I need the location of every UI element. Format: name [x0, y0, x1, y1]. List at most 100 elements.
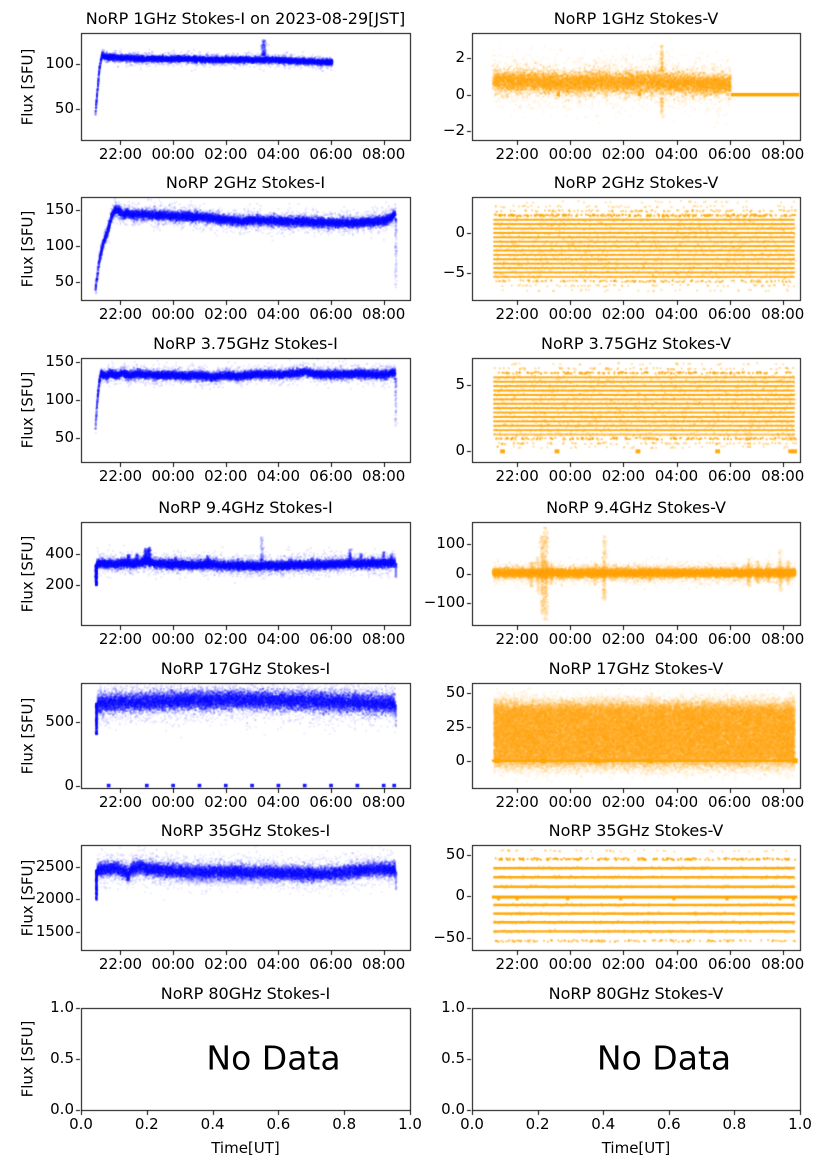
panel-2-xtick-3: 04:00 — [256, 305, 301, 323]
panel-9-xtick-3: 04:00 — [654, 793, 699, 811]
panel-12-xtick-1: 0.2 — [134, 1115, 159, 1133]
y-axis-label-text: Flux [SFU] — [18, 48, 36, 125]
panel-2-ytick-1: 100 — [45, 235, 74, 254]
panel-12-xtick-5: 1.0 — [398, 1115, 422, 1133]
panel-6-xtick-5: 08:00 — [362, 630, 406, 648]
panel-5-ytick-1: 5 — [455, 374, 465, 393]
panel-13-xtick-4: 0.8 — [722, 1115, 747, 1133]
panel-3-xtick-1: 00:00 — [548, 305, 592, 323]
panel-9-ytick-1: 25 — [445, 716, 465, 735]
panel-5-xtick-1: 00:00 — [548, 467, 592, 485]
panel-11-xtick-1: 00:00 — [548, 955, 592, 973]
panel-7-title: NoRP 9.4GHz Stokes-V — [546, 498, 726, 517]
y-axis-label-text: Flux [SFU] — [18, 697, 36, 774]
panel-0-xtick-0: 22:00 — [98, 145, 143, 163]
panel-12-ytick-0: 0.0 — [50, 1100, 74, 1118]
panel-3-ytick-1: −5 — [442, 262, 465, 281]
panel-8-ytick-0: 0 — [64, 776, 74, 795]
panel-9-title: NoRP 17GHz Stokes-V — [548, 659, 724, 678]
panel-13-xtick-2: 0.4 — [591, 1115, 616, 1133]
panel-11-ytick-2: 50 — [445, 844, 465, 863]
panel-4-xtick-4: 06:00 — [309, 467, 353, 485]
panel-7-xtick-3: 04:00 — [654, 630, 699, 648]
panel-10-ytick-2: 2500 — [35, 857, 74, 876]
y-axis-label-text: Flux [SFU] — [18, 371, 36, 449]
panel-4-xtick-5: 08:00 — [362, 467, 406, 485]
panel-1-ytick-2: 2 — [455, 48, 465, 67]
panel-1-ytick-1: 0 — [455, 84, 465, 103]
panel-12-xtick-2: 0.4 — [200, 1115, 225, 1133]
panel-8-ytick-1: 500 — [45, 711, 74, 730]
panel-11-xtick-2: 02:00 — [601, 955, 645, 973]
panel-7-xtick-5: 08:00 — [761, 630, 805, 648]
panel-9-xtick-2: 02:00 — [601, 793, 645, 811]
panel-9-xtick-4: 06:00 — [707, 793, 752, 811]
panel-0-xtick-2: 02:00 — [204, 145, 248, 163]
panel-9-ytick-0: 0 — [455, 750, 465, 769]
panel-12-x-axis-label: Time[UT] — [211, 1139, 280, 1157]
panel-9-xtick-0: 22:00 — [495, 793, 539, 811]
panel-10-y-axis-label: Flux [SFU] — [14, 845, 40, 950]
panel-1-title: NoRP 1GHz Stokes-V — [553, 9, 719, 28]
panel-7-xtick-1: 00:00 — [548, 630, 592, 648]
panel-5-xtick-3: 04:00 — [654, 467, 699, 485]
panel-10-xtick-1: 00:00 — [151, 955, 195, 973]
panel-13-xtick-1: 0.2 — [525, 1115, 550, 1133]
panel-1-xtick-2: 02:00 — [601, 145, 645, 163]
panel-12-ytick-1: 0.5 — [50, 1049, 74, 1067]
panel-10-ytick-0: 1500 — [35, 921, 74, 940]
panel-5-xtick-4: 06:00 — [707, 467, 752, 485]
panel-0-ytick-1: 100 — [45, 54, 74, 73]
panel-3-ytick-0: 0 — [455, 222, 465, 241]
panel-4-ytick-2: 150 — [45, 351, 74, 370]
panel-13-ytick-2: 1.0 — [441, 998, 465, 1016]
panel-10-xtick-4: 06:00 — [309, 955, 353, 973]
panel-8-xtick-5: 08:00 — [362, 793, 406, 811]
y-axis-label-text: Flux [SFU] — [18, 535, 36, 612]
panel-4-xtick-3: 04:00 — [256, 467, 301, 485]
panel-13-ytick-0: 0.0 — [441, 1100, 465, 1118]
panel-1-xtick-4: 06:00 — [707, 145, 752, 163]
panel-7-xtick-4: 06:00 — [707, 630, 752, 648]
panel-2-xtick-2: 02:00 — [204, 305, 248, 323]
panel-11-xtick-4: 06:00 — [707, 955, 752, 973]
panel-13-xtick-3: 0.6 — [656, 1115, 681, 1133]
panel-8-xtick-1: 00:00 — [151, 793, 195, 811]
panel-7-ytick-0: −100 — [423, 592, 465, 611]
panel-7-ytick-2: 100 — [436, 534, 465, 553]
panel-4-xtick-2: 02:00 — [204, 467, 248, 485]
panel-5-xtick-2: 02:00 — [601, 467, 645, 485]
panel-2-title: NoRP 2GHz Stokes-I — [165, 173, 326, 192]
panel-0-xtick-1: 00:00 — [151, 145, 195, 163]
panel-12-no-data: No Data — [206, 1038, 341, 1078]
panel-12-xtick-3: 0.6 — [266, 1115, 291, 1133]
panel-2-y-axis-label: Flux [SFU] — [14, 197, 40, 300]
panel-4-ytick-1: 100 — [45, 389, 74, 408]
panel-2-ytick-0: 50 — [54, 271, 74, 290]
panel-0-y-axis-label: Flux [SFU] — [14, 33, 40, 140]
panel-8-xtick-2: 02:00 — [204, 793, 248, 811]
panel-9-xtick-1: 00:00 — [548, 793, 592, 811]
panel-6-xtick-4: 06:00 — [309, 630, 353, 648]
panel-13-x-axis-label: Time[UT] — [601, 1139, 671, 1157]
panel-6-xtick-3: 04:00 — [256, 630, 301, 648]
panel-12-xtick-4: 0.8 — [332, 1115, 357, 1133]
panel-0-xtick-5: 08:00 — [362, 145, 406, 163]
panel-11-ytick-1: 0 — [455, 886, 465, 905]
panel-7-xtick-0: 22:00 — [495, 630, 539, 648]
panel-7-ytick-1: 0 — [455, 563, 465, 582]
panel-9-ytick-2: 50 — [445, 682, 465, 701]
panel-4-title: NoRP 3.75GHz Stokes-I — [153, 334, 338, 353]
panel-6-xtick-2: 02:00 — [204, 630, 248, 648]
panel-3-xtick-2: 02:00 — [601, 305, 645, 323]
panel-8-xtick-3: 04:00 — [256, 793, 301, 811]
panel-8-xtick-0: 22:00 — [98, 793, 143, 811]
panel-6-title: NoRP 9.4GHz Stokes-I — [158, 498, 333, 517]
panel-11-title: NoRP 35GHz Stokes-V — [548, 821, 724, 840]
panel-7-xtick-2: 02:00 — [601, 630, 645, 648]
panel-4-y-axis-label: Flux [SFU] — [14, 358, 40, 462]
panel-10-xtick-3: 04:00 — [256, 955, 301, 973]
panel-3-title: NoRP 2GHz Stokes-V — [553, 173, 719, 192]
panel-1-xtick-3: 04:00 — [654, 145, 699, 163]
